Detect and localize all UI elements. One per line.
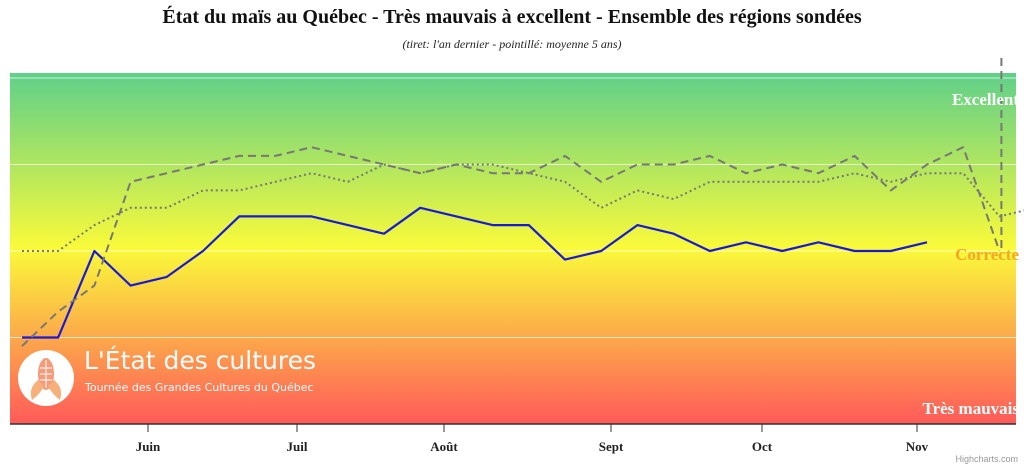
band-label-correcte: Correcte [955, 245, 1019, 264]
series-average-line [22, 163, 1024, 252]
x-axis-ticks: Juin Juil Août Sept Oct Nov [136, 424, 929, 454]
chart-subtitle: (tiret: l'an dernier - pointillé: moyenn… [402, 37, 622, 51]
series-layer [21, 58, 1024, 347]
band-label-excellent: Excellent [952, 90, 1019, 109]
x-tick-label: Juil [287, 439, 308, 454]
x-tick-label: Août [430, 439, 458, 454]
x-tick-label: Nov [906, 439, 929, 454]
series-current-line [22, 206, 928, 339]
series-last-year-line [21, 146, 1001, 347]
credits-link[interactable]: Highcharts.com [955, 454, 1018, 464]
x-tick-label: Sept [599, 439, 624, 454]
chart-title: État du maïs au Québec - Très mauvais à … [162, 6, 862, 28]
x-tick-label: Juin [136, 439, 161, 454]
grid-lines [10, 77, 1016, 338]
logo: L'État des cultures Tournée des Grandes … [18, 346, 348, 410]
band-labels: Excellent Correcte Très mauvais [923, 90, 1020, 418]
logo-subtitle: Tournée des Grandes Cultures du Québec [85, 381, 314, 394]
logo-title: L'État des cultures [84, 346, 317, 375]
band-label-tres-mauvais: Très mauvais [923, 399, 1020, 418]
corn-icon [18, 350, 74, 406]
x-tick-label: Oct [752, 439, 773, 454]
